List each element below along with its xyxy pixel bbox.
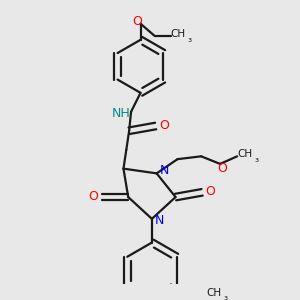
Text: ₃: ₃ [188,34,192,44]
Text: ₃: ₃ [224,292,228,300]
Text: N: N [155,214,164,227]
Text: CH: CH [171,29,186,39]
Text: O: O [217,162,227,175]
Text: CH: CH [207,288,222,298]
Text: O: O [132,15,142,28]
Text: O: O [88,190,98,202]
Text: NH: NH [112,107,131,120]
Text: CH: CH [237,149,252,159]
Text: ₃: ₃ [254,154,258,164]
Text: N: N [160,164,169,177]
Text: O: O [159,118,169,132]
Text: O: O [206,185,216,198]
